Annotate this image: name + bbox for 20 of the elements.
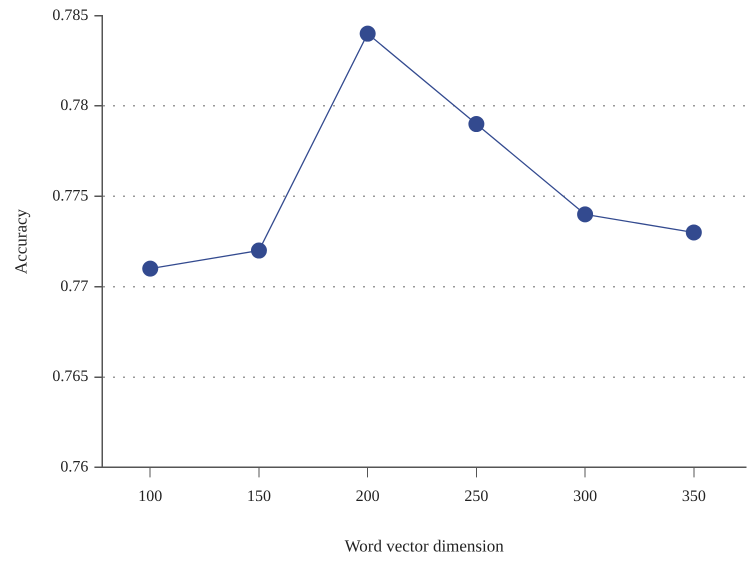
- x-tick-label: 300: [573, 488, 598, 506]
- y-tick-label: 0.765: [52, 368, 88, 386]
- y-tick-label: 0.78: [60, 97, 88, 114]
- point: [686, 224, 702, 240]
- x-tick-label: 100: [138, 488, 162, 506]
- y-tick-label: 0.775: [52, 188, 88, 205]
- x-tick-label: 200: [356, 488, 380, 506]
- point: [468, 116, 484, 132]
- x-tick-label: 150: [246, 488, 271, 506]
- y-tick-label: 0.77: [60, 278, 88, 295]
- point: [250, 242, 267, 259]
- x-tick-label: 250: [464, 488, 488, 506]
- point: [360, 26, 376, 42]
- y-tick-label: 0.76: [60, 458, 88, 476]
- point: [142, 260, 158, 277]
- x-axis-title: Word vector dimension: [344, 536, 504, 556]
- point: [577, 206, 594, 222]
- y-tick-label: 0.785: [52, 6, 88, 24]
- x-tick-label: 350: [682, 488, 706, 506]
- y-axis-title: Accuracy: [12, 208, 31, 274]
